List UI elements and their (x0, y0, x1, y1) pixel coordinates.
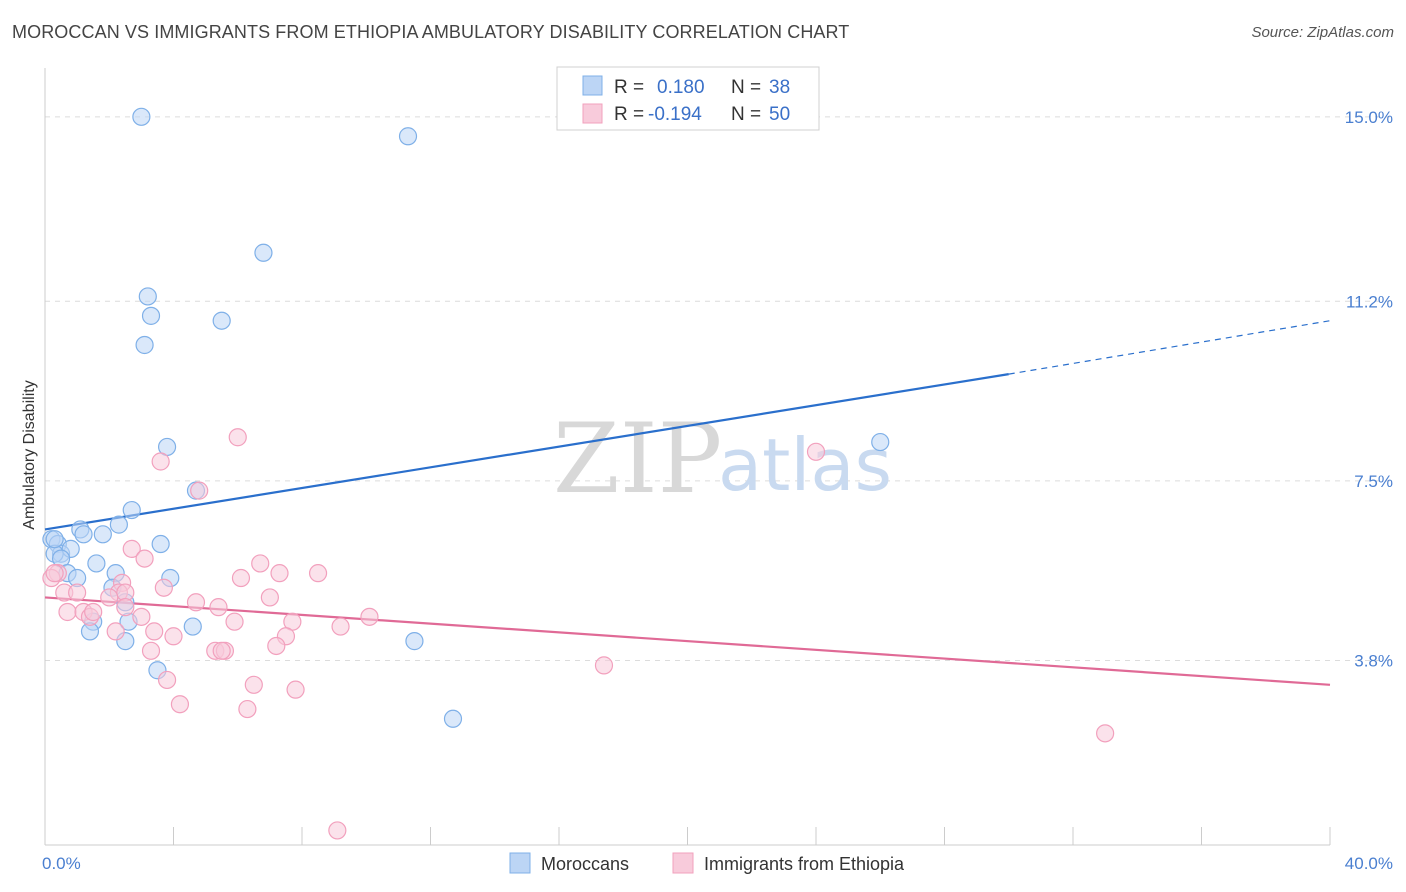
point-ethiopia-22 (116, 598, 135, 617)
point-ethiopia-43 (286, 680, 305, 699)
trend-line-0 (44, 373, 1009, 531)
trend-line-extension-0 (1008, 320, 1331, 375)
point-moroccans-1 (398, 127, 418, 146)
data-points (42, 107, 1115, 840)
point-ethiopia-36 (141, 641, 161, 660)
legend-item-ethiopia: Immigrants from Ethiopia (704, 854, 905, 874)
point-ethiopia-40 (594, 656, 614, 675)
point-ethiopia-28 (360, 607, 379, 626)
point-moroccans-0 (132, 107, 151, 126)
y-tick-label-1: 7.5% (1354, 472, 1393, 491)
point-ethiopia-49 (45, 564, 64, 583)
tick-labels: 3.8% 7.5% 11.2% 15.0% 0.0% 40.0% (42, 108, 1393, 873)
point-moroccans-36 (443, 709, 463, 728)
legend-r-label-ethiopia: R = (614, 104, 644, 125)
point-moroccans-22 (87, 554, 106, 573)
point-ethiopia-23 (209, 598, 228, 617)
series-legend: Moroccans Immigrants from Ethiopia (509, 852, 905, 874)
legend-swatch-moroccans (582, 75, 603, 96)
point-ethiopia-29 (225, 612, 244, 631)
x-tick-label-max: 40.0% (1345, 854, 1393, 873)
point-ethiopia-7 (251, 554, 270, 573)
legend-n-label-moroccans: N = (731, 77, 761, 98)
point-moroccans-20 (151, 534, 170, 554)
point-moroccans-4 (141, 306, 161, 325)
point-ethiopia-1 (228, 428, 247, 447)
point-ethiopia-24 (58, 602, 77, 622)
point-ethiopia-39 (267, 636, 286, 656)
point-ethiopia-2 (806, 442, 826, 461)
legend-item-moroccans-swatch (509, 852, 531, 874)
point-ethiopia-42 (244, 675, 263, 694)
trend-line-1 (44, 596, 1331, 686)
axes (44, 68, 1331, 846)
legend-n-label-ethiopia: N = (731, 104, 761, 125)
legend-n-value-moroccans: 38 (769, 77, 790, 98)
point-ethiopia-45 (238, 699, 257, 719)
point-ethiopia-46 (1096, 724, 1115, 743)
legend-r-label-moroccans: R = (614, 77, 644, 98)
y-tick-label-3: 15.0% (1345, 108, 1393, 127)
point-moroccans-32 (183, 617, 202, 636)
stats-legend: R = 0.180 N = 38 R = -0.194 N = 50 (556, 66, 820, 131)
trend-lines (44, 320, 1331, 686)
legend-item-ethiopia-swatch (672, 852, 694, 874)
point-ethiopia-19 (100, 588, 119, 607)
watermark-atlas: atlas (718, 423, 892, 507)
point-ethiopia-10 (270, 564, 289, 583)
point-ethiopia-6 (135, 549, 154, 568)
legend-item-moroccans: Moroccans (541, 854, 629, 874)
point-ethiopia-41 (157, 670, 177, 690)
chart-title: MOROCCAN VS IMMIGRANTS FROM ETHIOPIA AMB… (12, 22, 850, 42)
point-moroccans-13 (74, 525, 93, 544)
x-tick-label-min: 0.0% (42, 854, 81, 873)
point-ethiopia-4 (190, 481, 209, 500)
point-ethiopia-18 (68, 583, 87, 602)
legend-n-value-ethiopia: 50 (769, 104, 790, 125)
grid-lines (45, 116, 1390, 662)
point-ethiopia-32 (106, 622, 125, 641)
y-tick-label-2: 11.2% (1346, 292, 1393, 311)
legend-r-value-moroccans: 0.180 (657, 77, 705, 98)
point-moroccans-33 (405, 632, 424, 651)
point-moroccans-14 (93, 525, 112, 544)
point-ethiopia-5 (122, 539, 141, 558)
legend-r-value-ethiopia: -0.194 (648, 104, 702, 125)
point-ethiopia-3 (151, 452, 170, 471)
point-ethiopia-34 (164, 627, 183, 646)
point-moroccans-2 (254, 243, 273, 262)
point-moroccans-10 (122, 500, 141, 520)
point-ethiopia-48 (212, 641, 231, 660)
point-moroccans-6 (135, 335, 154, 355)
point-ethiopia-14 (154, 578, 173, 597)
point-ethiopia-21 (186, 593, 206, 612)
point-ethiopia-27 (132, 607, 151, 626)
point-ethiopia-44 (170, 695, 190, 714)
point-moroccans-11 (109, 515, 128, 534)
point-ethiopia-31 (331, 617, 350, 636)
y-axis-label: Ambulatory Disability (21, 380, 38, 529)
point-moroccans-37 (45, 530, 64, 549)
point-moroccans-3 (138, 287, 157, 306)
point-ethiopia-20 (260, 588, 279, 607)
point-ethiopia-0 (328, 821, 347, 840)
watermark-zip: ZIP (553, 403, 722, 515)
y-tick-label-0: 3.8% (1354, 652, 1393, 671)
point-ethiopia-12 (231, 568, 251, 588)
point-ethiopia-11 (308, 564, 328, 583)
source-label: Source: ZipAtlas.com (1251, 24, 1394, 41)
point-ethiopia-33 (145, 622, 164, 641)
point-moroccans-5 (212, 311, 231, 330)
watermark: ZIP atlas (553, 403, 892, 515)
point-moroccans-8 (871, 432, 890, 452)
point-ethiopia-47 (84, 602, 103, 622)
legend-swatch-ethiopia (582, 103, 603, 124)
